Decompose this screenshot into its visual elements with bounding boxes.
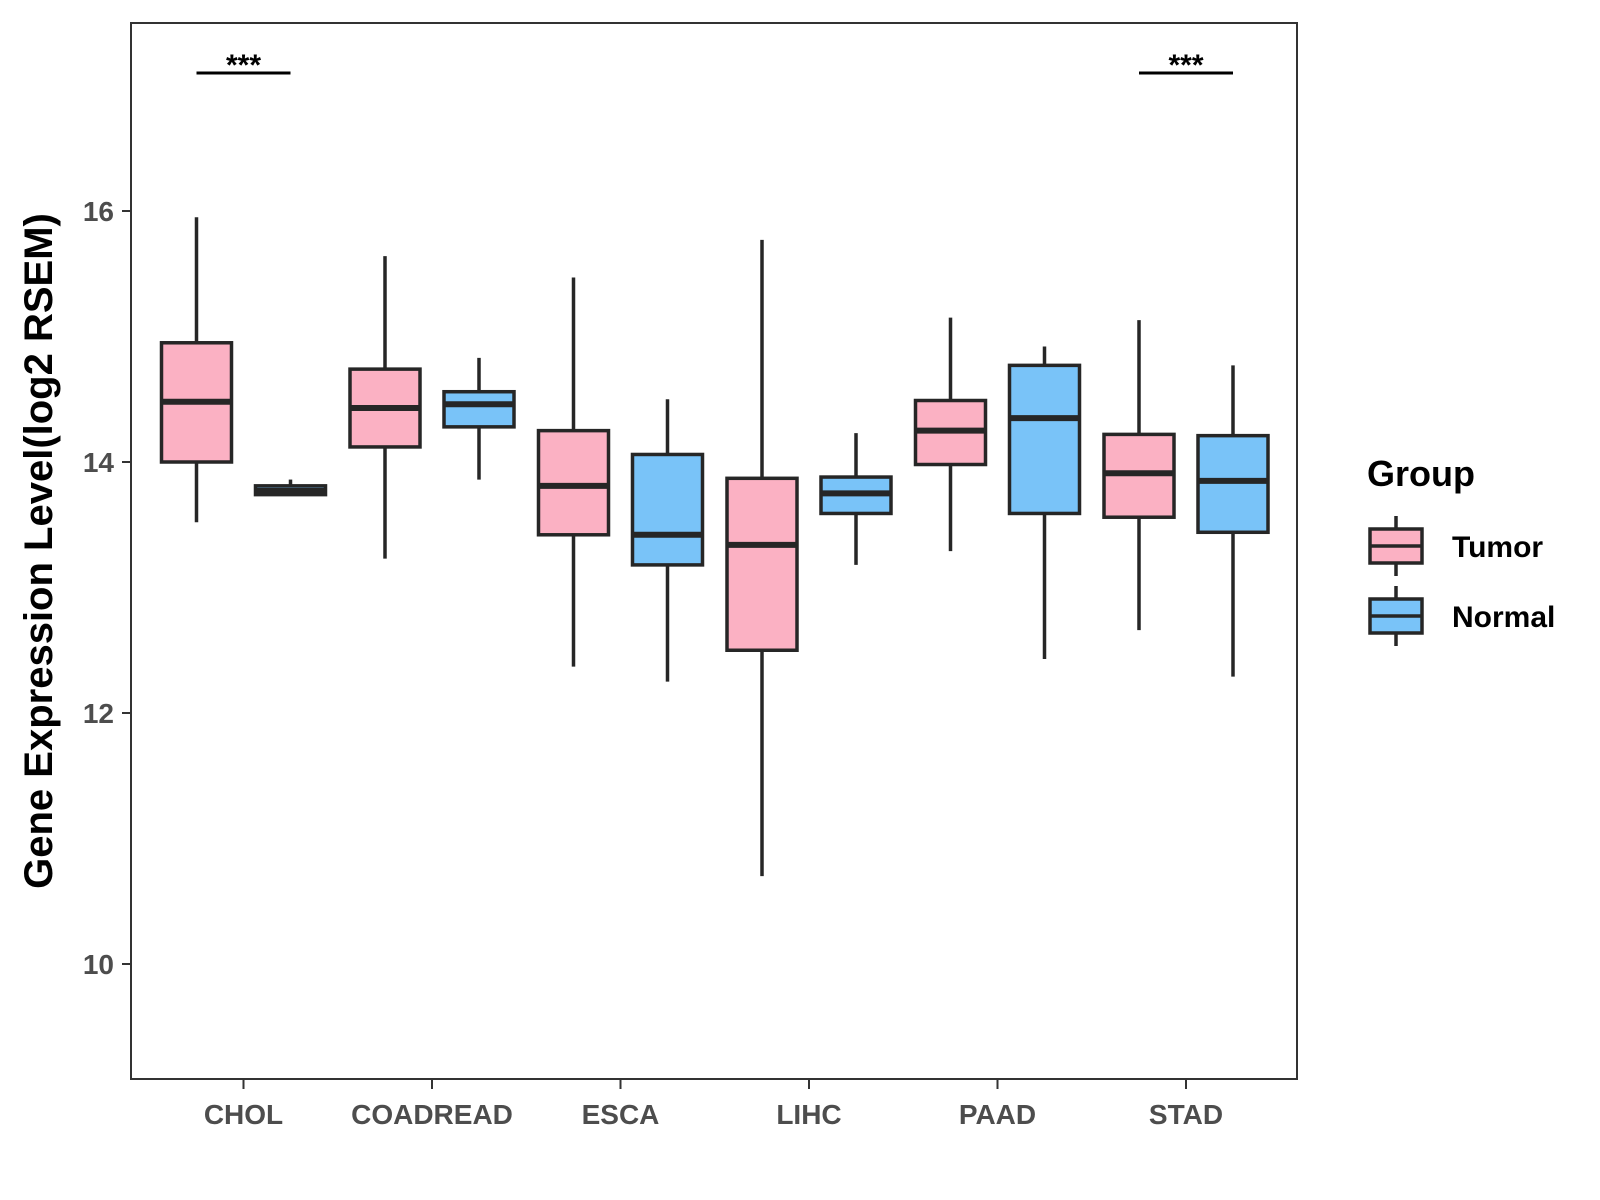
box-body (442, 389, 516, 429)
box-normal-stad (1196, 365, 1270, 677)
legend-title: Group (1367, 453, 1475, 494)
y-axis-title: Gene Expression Level(log2 RSEM) (17, 213, 61, 889)
legend-item-normal: Normal (1368, 586, 1555, 646)
legend-label: Normal (1452, 601, 1555, 634)
box-body (1196, 433, 1270, 535)
box-body (536, 428, 611, 537)
box-normal-coadread (442, 357, 516, 480)
box-normal-esca (630, 399, 705, 682)
box-tumor-chol (159, 217, 234, 523)
box-body (1007, 363, 1082, 516)
legend-item-tumor: Tumor (1368, 516, 1543, 576)
legend-label: Tumor (1452, 531, 1543, 564)
plot-panel-border (130, 22, 1298, 1080)
box-tumor-stad (1102, 320, 1176, 631)
x-tick-label-esca: ESCA (582, 1099, 660, 1130)
box-normal-lihc (819, 433, 893, 565)
x-tick-label-coadread: COADREAD (351, 1099, 513, 1130)
boxes-layer (159, 217, 1270, 877)
significance-annotations: *** *** (196, 49, 1233, 82)
y-axis: 10 12 14 16 (83, 196, 131, 980)
y-tick-label: 12 (83, 698, 114, 729)
box-body (725, 476, 799, 652)
x-tick-label-lihc: LIHC (776, 1099, 841, 1130)
x-tick-label-paad: PAAD (959, 1099, 1036, 1130)
box-tumor-esca (536, 277, 611, 667)
box-tumor-paad (913, 317, 988, 552)
x-axis: CHOL COADREAD ESCA LIHC PAAD STAD (204, 1079, 1223, 1130)
box-tumor-coadread (348, 256, 422, 559)
significance-label: *** (1168, 49, 1203, 82)
box-body (630, 452, 705, 567)
x-tick-label-chol: CHOL (204, 1099, 283, 1130)
significance-label: *** (226, 49, 261, 82)
y-tick-label: 16 (83, 196, 114, 227)
box-normal-paad (1007, 346, 1082, 660)
y-tick-label: 14 (83, 447, 115, 478)
x-tick-label-stad: STAD (1149, 1099, 1223, 1130)
y-tick-label: 10 (83, 949, 114, 980)
legend: Group Tumor Normal (1367, 453, 1555, 646)
box-tumor-lihc (725, 239, 799, 877)
box-normal-chol (253, 479, 328, 497)
